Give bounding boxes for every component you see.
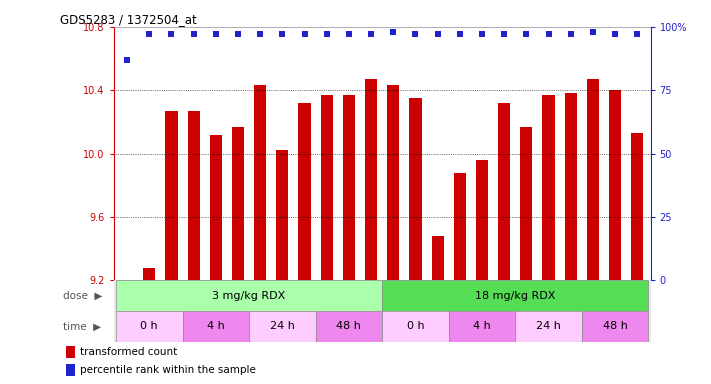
Point	[631, 31, 643, 38]
Bar	[183, 311, 249, 342]
Bar	[210, 135, 222, 280]
Point	[321, 31, 333, 38]
Point	[122, 57, 133, 63]
Bar	[116, 280, 383, 311]
Bar	[277, 151, 289, 280]
Point	[565, 31, 577, 38]
Point	[520, 31, 532, 38]
Point	[277, 31, 288, 38]
Bar	[520, 127, 533, 280]
Bar	[582, 311, 648, 342]
Point	[454, 31, 466, 38]
Bar	[498, 103, 510, 280]
Bar	[476, 160, 488, 280]
Bar	[454, 173, 466, 280]
Bar	[188, 111, 200, 280]
Point	[609, 31, 621, 38]
Text: 24 h: 24 h	[536, 321, 561, 331]
Bar	[166, 111, 178, 280]
Text: 48 h: 48 h	[336, 321, 361, 331]
Bar	[631, 133, 643, 280]
Point	[210, 31, 222, 38]
Bar	[321, 95, 333, 280]
Point	[144, 31, 155, 38]
Point	[255, 31, 266, 38]
Bar	[316, 311, 383, 342]
Bar	[410, 98, 422, 280]
Point	[365, 31, 377, 38]
Point	[299, 31, 310, 38]
Point	[476, 31, 488, 38]
Text: 0 h: 0 h	[407, 321, 424, 331]
Text: 18 mg/kg RDX: 18 mg/kg RDX	[475, 291, 555, 301]
Point	[343, 31, 355, 38]
Point	[542, 31, 554, 38]
Bar	[383, 311, 449, 342]
Text: GDS5283 / 1372504_at: GDS5283 / 1372504_at	[60, 13, 197, 26]
Text: dose  ▶: dose ▶	[63, 291, 102, 301]
Bar	[254, 86, 266, 280]
Point	[432, 31, 443, 38]
Bar	[299, 103, 311, 280]
Text: 4 h: 4 h	[207, 321, 225, 331]
Point	[232, 31, 244, 38]
Point	[188, 31, 199, 38]
Bar	[449, 311, 515, 342]
Bar	[66, 346, 75, 358]
Bar	[343, 95, 355, 280]
Text: percentile rank within the sample: percentile rank within the sample	[80, 365, 256, 375]
Bar	[383, 280, 648, 311]
Bar	[116, 311, 183, 342]
Bar	[609, 90, 621, 280]
Text: 24 h: 24 h	[270, 321, 295, 331]
Text: 48 h: 48 h	[603, 321, 628, 331]
Bar	[66, 364, 75, 376]
Bar	[587, 79, 599, 280]
Point	[410, 31, 421, 38]
Bar	[143, 268, 155, 280]
Bar	[542, 95, 555, 280]
Bar	[432, 236, 444, 280]
Bar	[387, 86, 400, 280]
Text: 0 h: 0 h	[141, 321, 158, 331]
Bar	[365, 79, 377, 280]
Text: 3 mg/kg RDX: 3 mg/kg RDX	[213, 291, 286, 301]
Point	[587, 29, 599, 35]
Bar	[565, 93, 577, 280]
Point	[498, 31, 510, 38]
Bar	[249, 311, 316, 342]
Bar	[232, 127, 244, 280]
Text: 4 h: 4 h	[473, 321, 491, 331]
Bar	[515, 311, 582, 342]
Point	[166, 31, 177, 38]
Text: time  ▶: time ▶	[63, 321, 101, 331]
Text: transformed count: transformed count	[80, 347, 178, 357]
Point	[387, 29, 399, 35]
